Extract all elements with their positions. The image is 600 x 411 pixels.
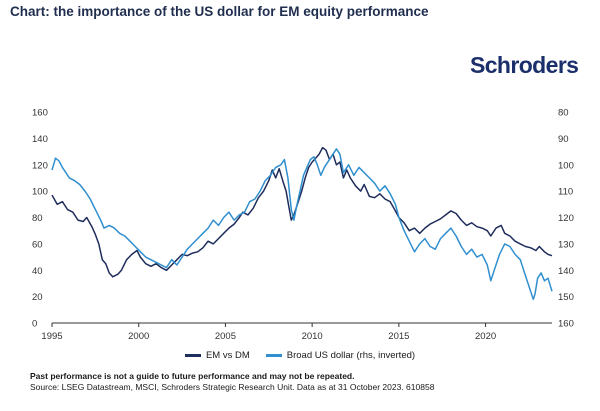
x-tick-label-1995: 1995 (41, 331, 62, 342)
legend-label-em-vs-dm: EM vs DM (205, 350, 250, 361)
legend-item-broad-us-dollar: Broad US dollar (rhs, inverted) (265, 350, 416, 361)
x-tick-label-2000: 2000 (128, 331, 149, 342)
x-tick-label-2010: 2010 (302, 331, 323, 342)
y-left-tick-label-80: 80 (32, 213, 43, 224)
y-right-tick-label-130: 130 (558, 239, 574, 250)
series-line-broad-us-dollar (51, 148, 553, 301)
schroders-logo: Schroders (470, 52, 579, 78)
y-right-tick-label-160: 160 (558, 319, 574, 330)
y-left-tick-label-100: 100 (32, 187, 48, 198)
y-right-tick-label-140: 140 (558, 266, 574, 277)
legend-swatch-em-vs-dm (184, 354, 201, 357)
series-line-em-vs-dm (51, 146, 553, 278)
y-left-tick-label-40: 40 (32, 266, 43, 277)
x-tick-label-2020: 2020 (475, 331, 496, 342)
y-left-tick-label-140: 140 (32, 134, 48, 145)
y-right-tick-label-150: 150 (558, 292, 574, 303)
y-left-tick-label-0: 0 (32, 319, 37, 330)
y-right-tick-label-100: 100 (558, 160, 574, 171)
y-left-tick-label-60: 60 (32, 239, 43, 250)
y-right-tick-label-120: 120 (558, 213, 574, 224)
x-tick-label-2005: 2005 (215, 331, 236, 342)
chart-legend: EM vs DM Broad US dollar (rhs, inverted) (0, 350, 600, 361)
y-right-tick-label-90: 90 (558, 134, 569, 145)
y-left-tick-label-120: 120 (32, 160, 48, 171)
performance-disclaimer: Past performance is not a guide to futur… (30, 371, 355, 381)
chart-title: Chart: the importance of the US dollar f… (10, 4, 429, 19)
y-left-tick-label-20: 20 (32, 292, 43, 303)
legend-item-em-vs-dm: EM vs DM (184, 350, 250, 361)
legend-label-broad-us-dollar: Broad US dollar (rhs, inverted) (286, 350, 416, 361)
y-left-tick-label-160: 160 (32, 108, 48, 119)
x-tick-label-2015: 2015 (388, 331, 409, 342)
source-note: Source: LSEG Datastream, MSCI, Schroders… (30, 382, 435, 392)
y-right-tick-label-80: 80 (558, 108, 569, 119)
y-right-tick-label-110: 110 (558, 187, 573, 198)
legend-swatch-broad-us-dollar (265, 354, 282, 357)
